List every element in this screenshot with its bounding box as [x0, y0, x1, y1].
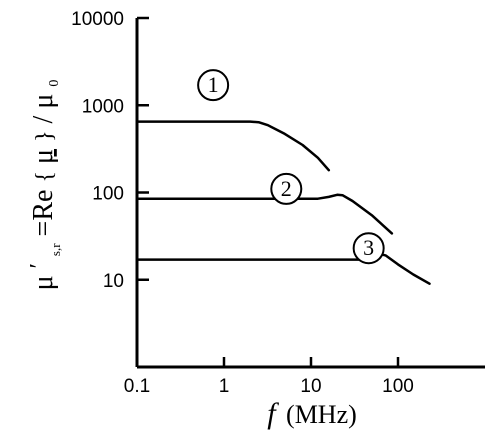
y-tick-label: 10000 — [71, 9, 124, 30]
y-axis-mu-zero: μ — [28, 94, 59, 109]
x-axis-title: f (MHz) — [267, 397, 357, 430]
series-line-1 — [135, 120, 331, 172]
series-line-2 — [135, 193, 394, 235]
series-line-3 — [135, 253, 431, 285]
x-tick-label: 10 — [300, 376, 321, 397]
series-label-circle-2 — [270, 172, 303, 205]
y-axis-subscript: s,r — [48, 243, 63, 256]
y-tick-label: 10 — [103, 271, 124, 292]
y-axis-slash: / — [28, 115, 59, 123]
x-axis-symbol: f — [267, 397, 279, 430]
y-axis-title: μ ′ s,r =Re { μ } / μ 0 — [22, 80, 67, 291]
y-axis-equals: =Re — [28, 190, 59, 237]
series-label-2: 2 — [281, 176, 292, 201]
series-label-3: 3 — [363, 235, 374, 260]
x-axis-unit: (MHz) — [286, 400, 357, 429]
y-axis-brace-open: { — [32, 171, 58, 183]
y-axis-mu-inner: μ — [28, 149, 59, 164]
y-tick-label: 100 — [92, 184, 124, 205]
y-axis-mu: μ — [28, 275, 59, 290]
series-label-circle-1 — [197, 69, 230, 102]
y-axis-brace-close: } — [32, 130, 58, 142]
x-tick-label: 0.1 — [124, 376, 150, 397]
x-tick-label: 100 — [382, 376, 414, 397]
y-axis-prime: ′ — [26, 263, 52, 268]
series-label-1: 1 — [208, 72, 219, 97]
x-tick-label: 1 — [219, 376, 230, 397]
y-tick-label: 1000 — [82, 96, 124, 117]
y-axis-zero: 0 — [47, 80, 62, 87]
series-label-circle-3 — [352, 232, 385, 265]
